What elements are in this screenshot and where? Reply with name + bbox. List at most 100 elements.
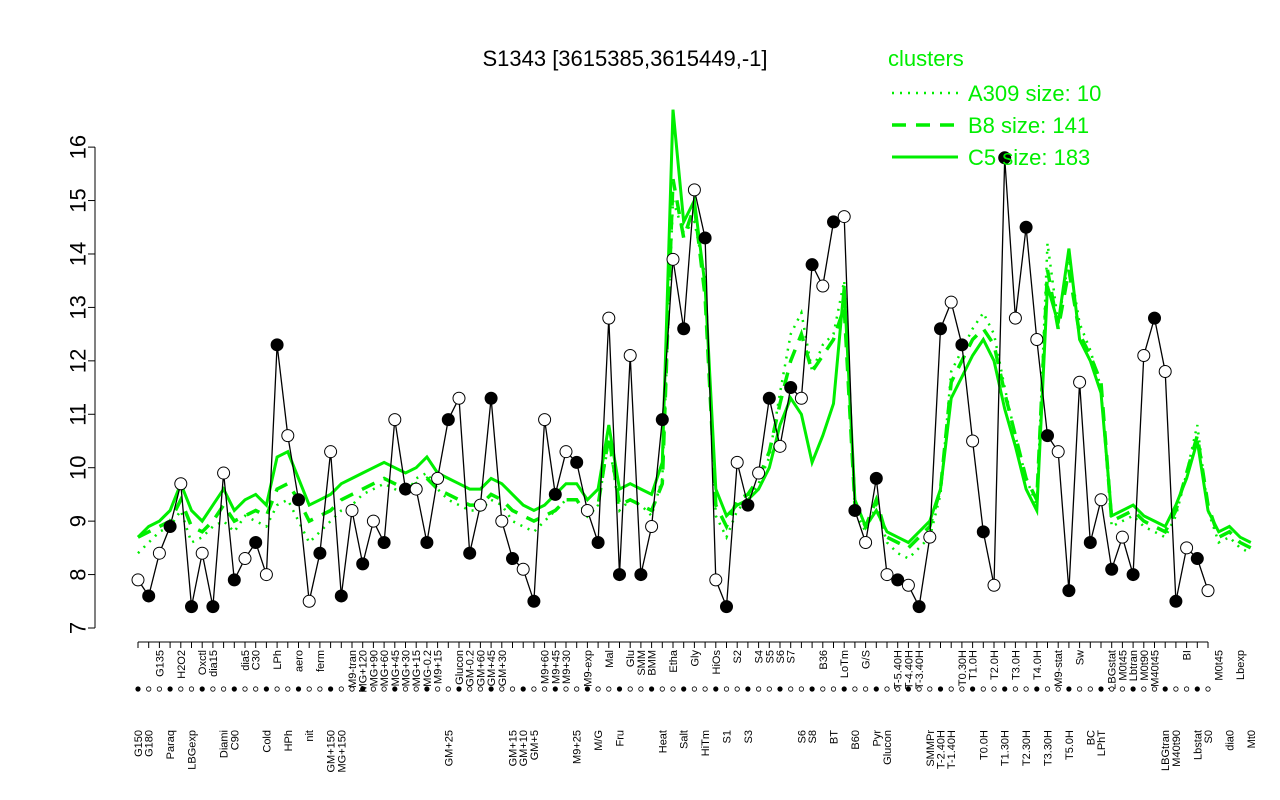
rug-marker [188, 686, 195, 692]
y-tick-label: 7 [66, 622, 91, 634]
data-point [484, 391, 498, 405]
data-point [1158, 365, 1172, 379]
x-tick-label: HiTm [700, 730, 712, 756]
rug-marker [253, 686, 259, 692]
x-tick-label: T2.0H [989, 650, 1001, 680]
legend-label: C5 size: 183 [968, 145, 1090, 170]
rug-marker [616, 686, 623, 692]
data-point [987, 578, 1001, 592]
data-point [1169, 594, 1183, 608]
data-point [602, 311, 616, 325]
x-tick-label: T0.0H [978, 730, 990, 760]
data-point [1051, 445, 1065, 459]
rug-marker [156, 686, 162, 692]
data-point [185, 600, 198, 614]
x-tick-label: LPhT [1096, 730, 1108, 757]
y-tick-label: 14 [66, 242, 91, 266]
rug-marker [595, 686, 601, 692]
data-point [698, 231, 712, 245]
rug-marker [766, 686, 772, 692]
rug-marker [670, 686, 676, 692]
x-tick-label: T0.30H [957, 650, 969, 686]
x-tick-label: GM+5 [529, 730, 541, 760]
rug-marker [820, 686, 826, 692]
rug-marker [905, 686, 912, 692]
x-tick-label: H2O2 [176, 650, 188, 679]
y-tick-label: 16 [66, 135, 91, 159]
series-line-solid [136, 109, 1252, 545]
x-tick-label: S7 [786, 650, 798, 663]
x-tick-label: G135 [154, 650, 166, 677]
data-point [1180, 541, 1194, 555]
rug-marker [852, 686, 858, 692]
x-tick-label: MG+90 [368, 650, 380, 686]
rug-marker [509, 686, 516, 692]
rug-marker [788, 686, 794, 692]
data-point [473, 498, 487, 512]
x-tick-label: GM+45 [486, 650, 498, 686]
data-point [1062, 584, 1076, 598]
x-tick-label: dia5 [240, 650, 252, 671]
data-point [1105, 562, 1119, 576]
data-point [345, 503, 359, 517]
data-point [966, 434, 980, 448]
rug-marker [1184, 686, 1190, 692]
data-point [762, 391, 776, 405]
data-point [538, 413, 552, 427]
data-point [1083, 536, 1097, 550]
data-point [302, 594, 316, 608]
rug-marker [606, 686, 612, 692]
rug-marker [541, 686, 548, 692]
rug-marker [1151, 686, 1158, 692]
data-point [570, 455, 584, 469]
data-point [292, 493, 305, 507]
x-tick-label: Diami [219, 730, 231, 758]
x-tick-label: GM+25 [443, 730, 455, 766]
x-tick-label: LBGstat [1107, 650, 1119, 690]
data-point [227, 573, 241, 587]
data-point [613, 568, 626, 582]
x-tick-label: MG+15 [411, 650, 423, 686]
x-tick-label: T3.30H [1043, 730, 1055, 766]
y-tick-label: 12 [66, 349, 91, 373]
rug-marker [1162, 686, 1168, 692]
data-point [944, 295, 958, 309]
rug-marker [745, 686, 751, 692]
data-point [420, 536, 434, 550]
x-tick-label: S0 [1203, 730, 1215, 743]
rug-marker [167, 686, 173, 692]
rug-marker [648, 686, 655, 692]
x-tick-label: M9+15 [433, 650, 445, 684]
rug-marker [1119, 686, 1126, 692]
rug-marker [477, 686, 483, 692]
data-point [259, 568, 273, 582]
y-axis: 7 8 9 10 11 12 13 14 15 16 [66, 135, 96, 634]
x-tick-label: Pyr [871, 730, 883, 747]
x-tick-label: M9-tran [347, 650, 359, 688]
x-tick-label: C90 [229, 730, 241, 750]
rug-marker [809, 686, 815, 692]
x-tick-label: MG+150 [336, 730, 348, 773]
rug-marker [1055, 686, 1061, 692]
x-tick-label: BC [1085, 730, 1097, 745]
rug-marker [327, 686, 334, 692]
x-tick-label: Sw [1075, 650, 1087, 665]
data-point [506, 552, 519, 566]
x-tick-label: T1.0H [968, 650, 980, 680]
rug-marker [199, 686, 205, 692]
data-point [752, 466, 766, 480]
rug-marker [777, 686, 783, 692]
rug-marker [627, 686, 633, 692]
data-point [324, 445, 338, 459]
data-point [270, 338, 284, 352]
x-tick-label: T1.30H [1000, 730, 1012, 766]
data-point [655, 413, 669, 427]
rug-marker [991, 686, 997, 692]
rug-marker [499, 686, 505, 692]
x-tick-label: GM+30 [497, 650, 509, 686]
x-tick-label: SMMPr [925, 730, 937, 767]
x-tick-label: M9+25 [572, 730, 584, 764]
rug-marker [959, 686, 965, 692]
